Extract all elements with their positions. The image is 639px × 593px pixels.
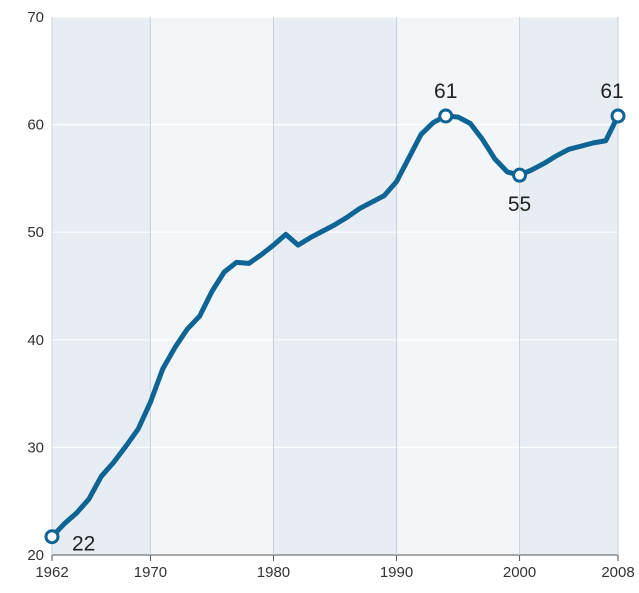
marker [610,108,626,124]
data-label: 61 [434,80,457,103]
x-tick-label: 2008 [601,564,634,581]
x-tick-label: 1962 [35,564,68,581]
x-tick-label: 1990 [380,564,413,581]
band [519,17,618,555]
data-label: 22 [72,533,95,556]
data-label: 55 [508,193,531,216]
x-tick-label: 2000 [503,564,536,581]
y-tick-label: 70 [27,9,44,26]
marker [44,529,60,545]
x-tick-label: 1980 [257,564,290,581]
marker [512,167,528,183]
marker [438,108,454,124]
band [150,17,274,555]
y-tick-label: 50 [27,224,44,241]
x-tick-label: 1970 [134,564,167,581]
band [52,17,151,555]
band [273,17,397,555]
y-tick-label: 60 [27,117,44,134]
y-tick-label: 40 [27,332,44,349]
y-tick-label: 30 [27,439,44,456]
data-label: 61 [600,80,623,103]
y-tick-label: 20 [27,547,44,564]
band [396,17,520,555]
